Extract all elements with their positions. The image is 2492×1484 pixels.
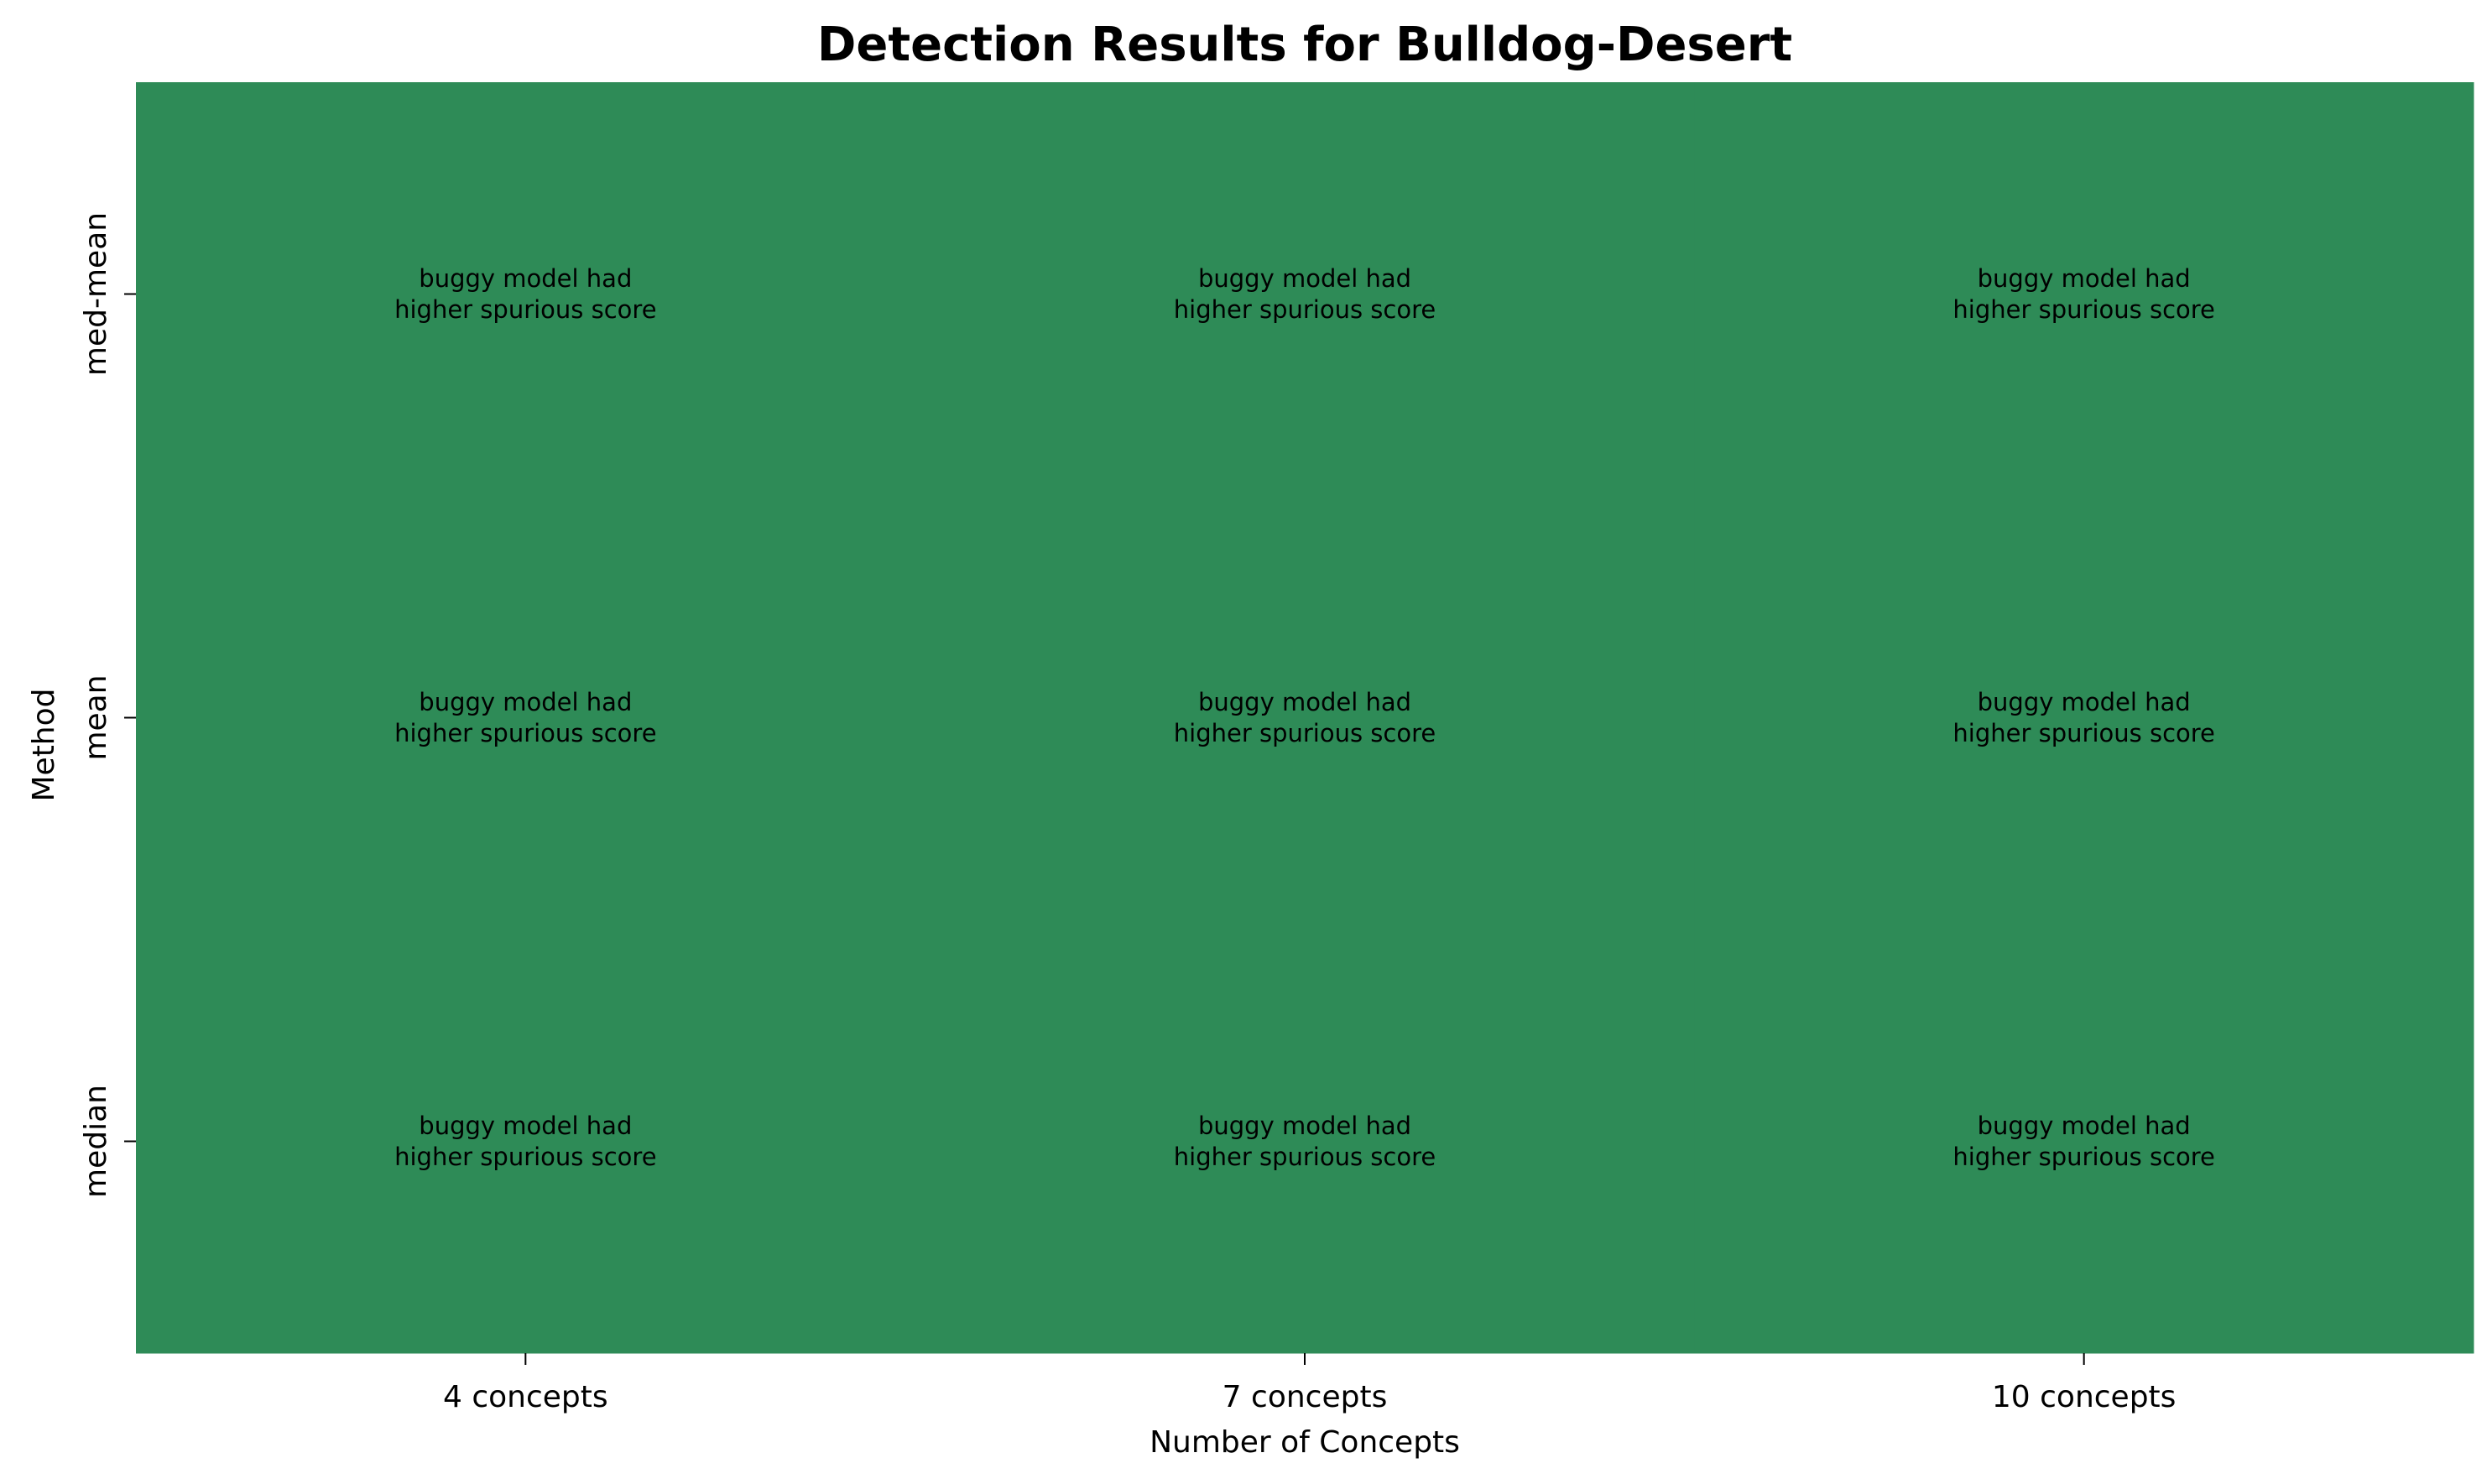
heatmap-cell [136,82,916,507]
cell-annotation-line: buggy model had [419,688,632,716]
cell-annotation-line: higher spurious score [394,1143,656,1171]
x-axis: 4 concepts 7 concepts 10 concepts [443,1353,2176,1414]
cell-annotation: buggy model had higher spurious score [1952,688,2214,747]
cell-annotation: buggy model had higher spurious score [394,1112,656,1171]
cell-annotation-line: higher spurious score [1174,719,1436,747]
x-tick-label: 10 concepts [1992,1380,2177,1414]
heatmap-cell [1694,506,2474,930]
cell-annotation-line: buggy model had [1978,688,2191,716]
heatmap-cell [915,506,1695,930]
cell-annotation: buggy model had higher spurious score [1952,1112,2214,1171]
y-tick-label: med-mean [79,212,113,376]
cell-annotation-line: buggy model had [1978,1112,2191,1140]
heatmap-cell [1694,82,2474,507]
cell-annotation-line: buggy model had [1198,1112,1411,1140]
heatmap-cells: buggy model had higher spurious scorebugg… [136,82,2474,1354]
cell-annotation-line: higher spurious score [1174,1143,1436,1171]
cell-annotation-line: higher spurious score [394,295,656,324]
heatmap-cell [136,506,916,930]
cell-annotation-line: buggy model had [1198,688,1411,716]
heatmap-cell [1694,929,2474,1354]
heatmap-cell [915,82,1695,507]
cell-annotation-line: buggy model had [1198,264,1411,293]
y-axis: med-mean mean median [79,212,136,1198]
cell-annotation: buggy model had higher spurious score [1174,688,1436,747]
cell-annotation-line: buggy model had [419,264,632,293]
cell-annotation: buggy model had higher spurious score [394,688,656,747]
y-axis-label: Method [27,688,61,801]
cell-annotation-line: higher spurious score [1952,719,2214,747]
cell-annotation-line: higher spurious score [1952,295,2214,324]
x-axis-label: Number of Concepts [1150,1425,1460,1460]
cell-annotation-line: buggy model had [419,1112,632,1140]
cell-annotation: buggy model had higher spurious score [1174,1112,1436,1171]
x-tick-label: 4 concepts [443,1380,608,1414]
cell-annotation: buggy model had higher spurious score [394,264,656,324]
cell-annotation-line: higher spurious score [1174,295,1436,324]
y-tick-label: mean [79,674,113,760]
heatmap-cell [915,929,1695,1354]
cell-annotation-line: buggy model had [1978,264,2191,293]
cell-annotation-line: higher spurious score [1952,1143,2214,1171]
cell-annotation: buggy model had higher spurious score [1952,264,2214,324]
cell-annotation-line: higher spurious score [394,719,656,747]
y-tick-label: median [79,1085,113,1198]
x-tick-label: 7 concepts [1223,1380,1388,1414]
chart-title: Detection Results for Bulldog-Desert [817,18,1792,72]
cell-annotation: buggy model had higher spurious score [1174,264,1436,324]
heatmap-cell [136,929,916,1354]
